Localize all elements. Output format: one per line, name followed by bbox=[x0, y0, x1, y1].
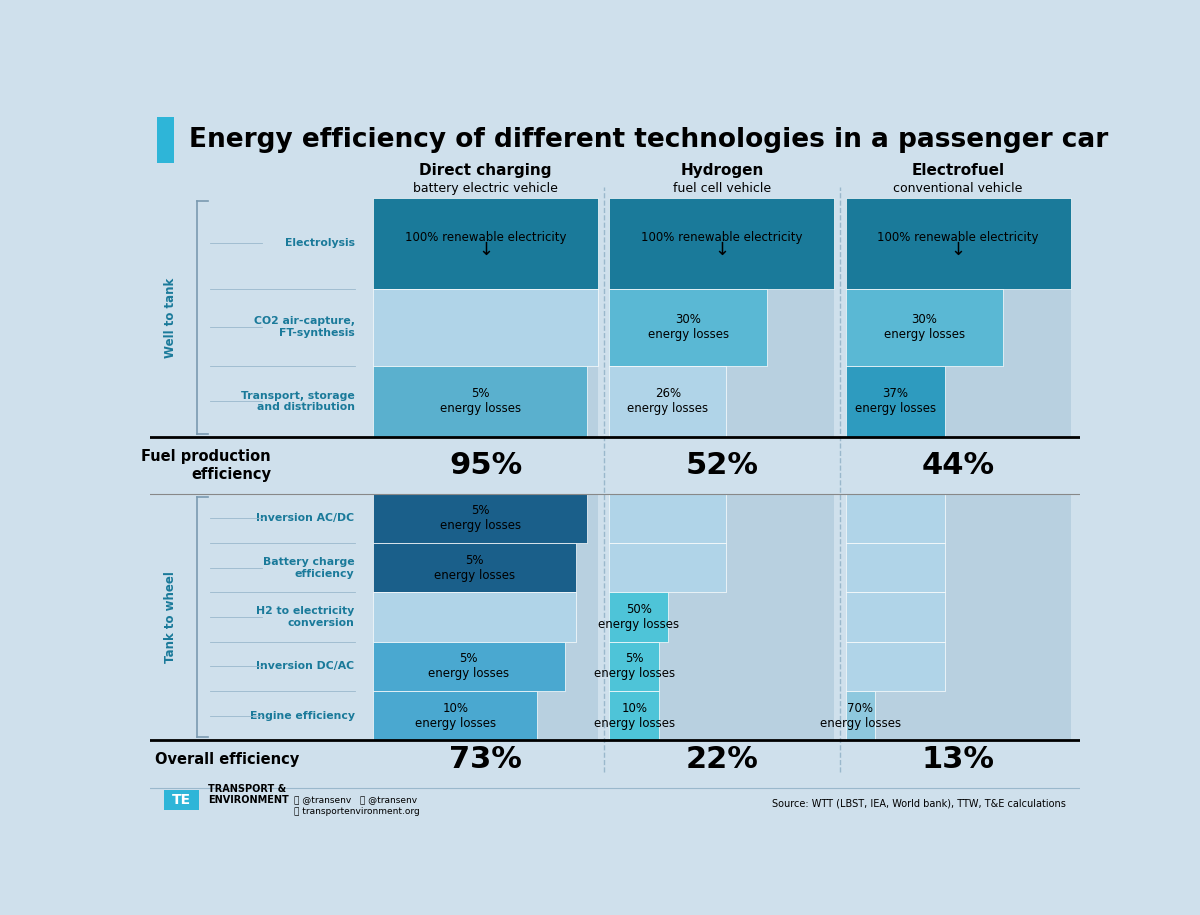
Bar bbox=[373, 641, 564, 691]
Text: ↓: ↓ bbox=[950, 242, 966, 260]
Bar bbox=[373, 198, 599, 437]
Bar bbox=[373, 366, 587, 437]
Text: 100% renewable electricity: 100% renewable electricity bbox=[641, 231, 803, 244]
Text: 22%: 22% bbox=[685, 745, 758, 774]
Text: Hydrogen: Hydrogen bbox=[680, 163, 763, 178]
Text: 5%
energy losses: 5% energy losses bbox=[439, 387, 521, 415]
Text: 52%: 52% bbox=[685, 451, 758, 480]
Text: Battery charge
efficiency: Battery charge efficiency bbox=[263, 557, 355, 578]
Text: ↓: ↓ bbox=[478, 242, 493, 260]
Text: TE: TE bbox=[172, 793, 191, 807]
Text: fuel cell vehicle: fuel cell vehicle bbox=[673, 182, 772, 195]
Text: 95%: 95% bbox=[449, 451, 522, 480]
Text: conventional vehicle: conventional vehicle bbox=[894, 182, 1022, 195]
Bar bbox=[610, 691, 659, 740]
Bar bbox=[846, 544, 944, 592]
Bar bbox=[610, 198, 834, 289]
Bar bbox=[610, 544, 726, 592]
Bar bbox=[610, 289, 767, 366]
Text: Energy efficiency of different technologies in a passenger car: Energy efficiency of different technolog… bbox=[190, 127, 1109, 154]
Text: 73%: 73% bbox=[449, 745, 522, 774]
Bar bbox=[164, 791, 199, 810]
Bar bbox=[373, 592, 576, 641]
Text: Inversion AC/DC: Inversion AC/DC bbox=[257, 513, 355, 523]
Bar bbox=[610, 592, 668, 641]
Bar bbox=[846, 198, 1070, 437]
Text: Inversion DC/AC: Inversion DC/AC bbox=[257, 662, 355, 672]
Text: CO2 air-capture,
FT-synthesis: CO2 air-capture, FT-synthesis bbox=[253, 317, 355, 338]
Text: 10%
energy losses: 10% energy losses bbox=[594, 702, 674, 730]
Bar bbox=[846, 691, 875, 740]
Bar bbox=[610, 494, 726, 544]
Bar bbox=[373, 494, 599, 740]
Text: 44%: 44% bbox=[922, 451, 995, 480]
Text: Transport, storage
and distribution: Transport, storage and distribution bbox=[241, 391, 355, 413]
Bar bbox=[846, 641, 944, 691]
Text: Direct charging: Direct charging bbox=[420, 163, 552, 178]
Text: ␧ @transenv   🐦 @transenv: ␧ @transenv 🐦 @transenv bbox=[294, 796, 418, 805]
Text: 100% renewable electricity: 100% renewable electricity bbox=[404, 231, 566, 244]
Text: Fuel production
efficiency: Fuel production efficiency bbox=[142, 449, 271, 482]
Text: 30%
energy losses: 30% energy losses bbox=[884, 313, 965, 341]
Bar bbox=[373, 544, 576, 592]
Bar bbox=[846, 289, 1003, 366]
Text: Overall efficiency: Overall efficiency bbox=[155, 752, 299, 768]
Text: 🌐 transportenvironment.org: 🌐 transportenvironment.org bbox=[294, 807, 420, 816]
Text: 37%
energy losses: 37% energy losses bbox=[854, 387, 936, 415]
Text: 13%: 13% bbox=[922, 745, 995, 774]
Text: H2 to electricity
conversion: H2 to electricity conversion bbox=[257, 607, 355, 628]
Text: Well to tank: Well to tank bbox=[164, 277, 176, 358]
Text: Electrolysis: Electrolysis bbox=[284, 239, 355, 248]
Text: Electrofuel: Electrofuel bbox=[912, 163, 1004, 178]
Text: Engine efficiency: Engine efficiency bbox=[250, 711, 355, 721]
Bar bbox=[373, 289, 599, 366]
Text: Tank to wheel: Tank to wheel bbox=[164, 571, 176, 663]
Bar bbox=[157, 117, 174, 163]
Bar bbox=[846, 198, 1070, 289]
Bar bbox=[373, 494, 587, 544]
Bar bbox=[846, 494, 944, 544]
Text: 30%
energy losses: 30% energy losses bbox=[648, 313, 728, 341]
Text: Source: WTT (LBST, IEA, World bank), TTW, T&E calculations: Source: WTT (LBST, IEA, World bank), TTW… bbox=[772, 799, 1066, 809]
Bar bbox=[846, 494, 1070, 740]
Text: 10%
energy losses: 10% energy losses bbox=[415, 702, 496, 730]
Text: 50%
energy losses: 50% energy losses bbox=[598, 603, 679, 631]
Bar bbox=[610, 366, 726, 437]
Bar bbox=[846, 592, 944, 641]
Text: 70%
energy losses: 70% energy losses bbox=[820, 702, 901, 730]
Text: TRANSPORT &
ENVIRONMENT: TRANSPORT & ENVIRONMENT bbox=[208, 784, 288, 805]
Bar bbox=[373, 198, 599, 289]
Text: 100% renewable electricity: 100% renewable electricity bbox=[877, 231, 1039, 244]
Bar bbox=[846, 366, 944, 437]
Text: 5%
energy losses: 5% energy losses bbox=[439, 504, 521, 533]
Bar bbox=[610, 641, 659, 691]
Text: 5%
energy losses: 5% energy losses bbox=[434, 554, 515, 582]
Bar bbox=[610, 494, 834, 740]
Text: 5%
energy losses: 5% energy losses bbox=[594, 652, 674, 681]
Text: 26%
energy losses: 26% energy losses bbox=[628, 387, 708, 415]
Text: battery electric vehicle: battery electric vehicle bbox=[413, 182, 558, 195]
Text: 5%
energy losses: 5% energy losses bbox=[428, 652, 510, 681]
Text: ↓: ↓ bbox=[714, 242, 730, 260]
Bar bbox=[610, 198, 834, 437]
Bar bbox=[373, 691, 538, 740]
